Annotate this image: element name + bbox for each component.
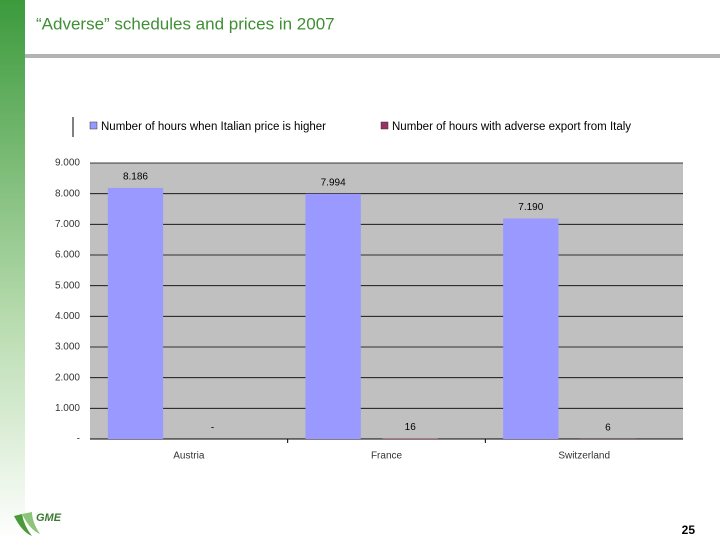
x-tick-label: Switzerland (558, 451, 610, 462)
y-tick-label: 2.000 (55, 372, 80, 383)
value-label: 6 (605, 422, 611, 433)
legend-label: Number of hours with adverse export from… (392, 121, 631, 133)
x-tick-label: Austria (173, 451, 205, 462)
bar (503, 218, 559, 439)
legend-swatch (89, 121, 98, 130)
value-label: 7.994 (321, 177, 346, 188)
legend-label: Number of hours when Italian price is hi… (101, 121, 326, 133)
page-number: 25 (682, 523, 696, 537)
y-tick-label: - (77, 434, 80, 445)
y-tick-label: 3.000 (55, 342, 80, 353)
slide-title: “Adverse” schedules and prices in 2007 (36, 14, 335, 33)
logo: GME (14, 512, 62, 536)
logo-mark (22, 512, 40, 534)
y-tick-label: 7.000 (55, 219, 80, 230)
value-label: 8.186 (123, 172, 148, 183)
y-tick-label: 4.000 (55, 311, 80, 322)
y-tick-label: 5.000 (55, 280, 80, 291)
legend-swatch (380, 121, 389, 130)
bar (305, 193, 361, 439)
logo-mark (14, 514, 32, 536)
side-band (0, 0, 25, 540)
value-label: 16 (405, 422, 417, 433)
logo-text: GME (36, 512, 62, 524)
value-label: 7.190 (518, 202, 543, 213)
y-tick-label: 1.000 (55, 403, 80, 414)
bar (107, 187, 164, 439)
y-tick-label: 8.000 (55, 188, 80, 199)
value-label: - (211, 423, 214, 434)
y-tick-label: 6.000 (55, 250, 80, 261)
x-tick-label: France (371, 451, 403, 462)
plot-area (90, 163, 683, 439)
title-rule (25, 54, 720, 58)
y-tick-label: 9.000 (55, 158, 80, 169)
